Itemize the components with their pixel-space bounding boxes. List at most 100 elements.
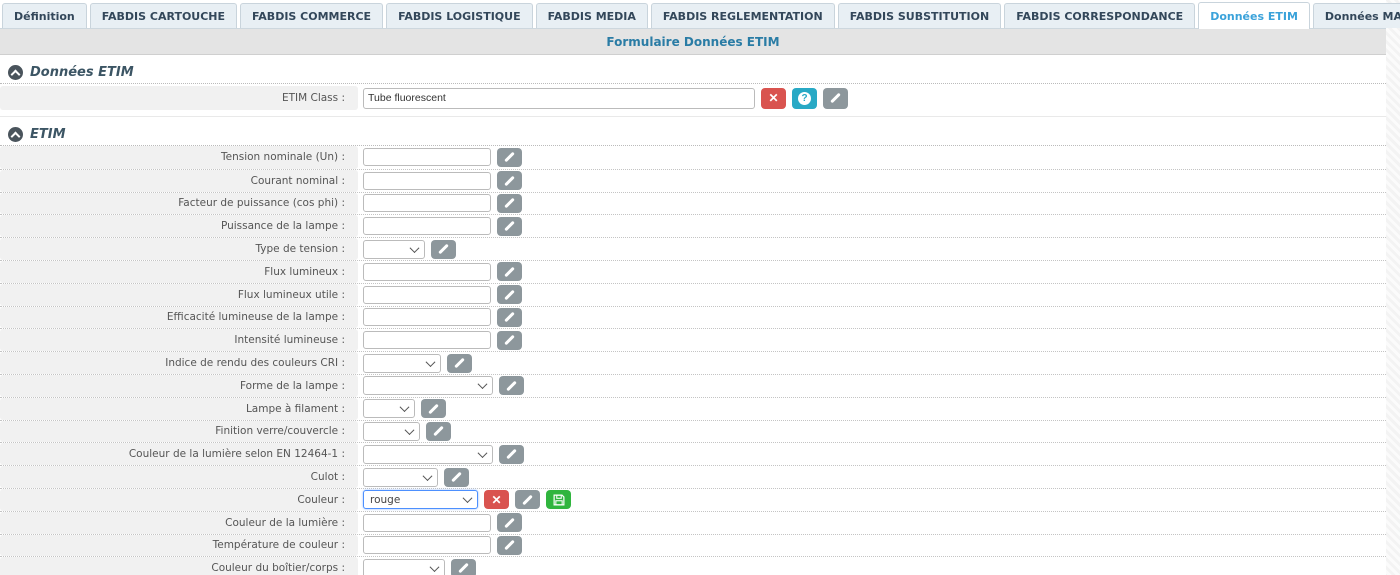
form-title-bar: Formulaire Données ETIM xyxy=(0,29,1386,55)
pencil-icon xyxy=(504,175,515,186)
field-label: Efficacité lumineuse de la lampe : xyxy=(0,306,358,329)
section-header-donnees-etim: Données ETIM xyxy=(0,61,1386,84)
field-select[interactable] xyxy=(363,421,420,441)
tab-bar: Définition FABDIS CARTOUCHE FABDIS COMME… xyxy=(0,0,1400,29)
section-title: Données ETIM xyxy=(30,64,134,80)
chevron-down-icon xyxy=(409,242,420,253)
field-input[interactable] xyxy=(363,217,491,236)
chevron-down-icon xyxy=(429,561,440,572)
chevron-down-icon xyxy=(399,402,410,413)
form-row: Couleur de la lumière selon EN 12464-1 : xyxy=(0,442,1386,466)
pencil-icon xyxy=(522,494,533,506)
edit-button[interactable] xyxy=(515,490,540,510)
delete-button[interactable]: ✕ xyxy=(484,490,509,510)
field-input[interactable] xyxy=(363,262,491,281)
tab-fabdis-substitution[interactable]: FABDIS SUBSTITUTION xyxy=(837,3,1002,28)
chevron-down-icon xyxy=(422,470,433,481)
etim-fields: Tension nominale (Un) : Courant nominal … xyxy=(0,146,1386,575)
edit-button[interactable] xyxy=(497,262,522,282)
edit-button[interactable] xyxy=(497,285,522,305)
field-select[interactable] xyxy=(363,353,441,373)
pencil-icon xyxy=(504,517,515,528)
field-input[interactable] xyxy=(363,536,491,555)
field-select[interactable] xyxy=(363,376,493,396)
edit-button[interactable] xyxy=(497,307,522,327)
edit-button[interactable] xyxy=(431,239,456,259)
tab-fabdis-cartouche[interactable]: FABDIS CARTOUCHE xyxy=(89,3,238,28)
form-row: Couleur de la lumière : xyxy=(0,510,1386,534)
form-row: Finition verre/couvercle : xyxy=(0,419,1386,443)
edit-button[interactable] xyxy=(444,467,469,487)
x-icon: ✕ xyxy=(491,492,502,507)
etim-class-row: ETIM Class : ✕ ? xyxy=(0,84,1386,112)
tab-definition[interactable]: Définition xyxy=(2,3,87,28)
edit-button[interactable] xyxy=(497,147,522,167)
form-row: Forme de la lampe : xyxy=(0,373,1386,397)
edit-button[interactable] xyxy=(447,353,472,373)
tab-fabdis-media[interactable]: FABDIS MEDIA xyxy=(535,3,648,28)
collapse-chevron-up-icon[interactable] xyxy=(8,126,23,142)
couleur-select[interactable]: rouge xyxy=(363,490,478,510)
tab-donnees-manutan[interactable]: Données MANUTAN xyxy=(1312,3,1400,28)
etim-class-input[interactable] xyxy=(363,87,755,109)
field-select[interactable] xyxy=(363,444,493,464)
floppy-icon xyxy=(553,494,564,506)
edit-button[interactable] xyxy=(497,513,522,533)
pencil-icon xyxy=(504,334,515,346)
field-input[interactable] xyxy=(363,194,491,213)
field-select[interactable] xyxy=(363,239,425,259)
edit-button[interactable] xyxy=(421,399,446,419)
form-row: Efficacité lumineuse de la lampe : xyxy=(0,305,1386,329)
pencil-icon xyxy=(504,152,515,163)
pencil-icon xyxy=(438,243,449,255)
field-label: Couleur du boîtier/corps : xyxy=(0,557,358,575)
pencil-icon xyxy=(506,448,517,460)
edit-button[interactable] xyxy=(497,330,522,350)
tab-fabdis-commerce[interactable]: FABDIS COMMERCE xyxy=(240,3,384,28)
edit-button[interactable] xyxy=(426,421,451,441)
pencil-icon xyxy=(504,289,515,300)
edit-button[interactable] xyxy=(499,376,524,396)
field-input[interactable] xyxy=(363,513,491,532)
edit-button[interactable] xyxy=(499,444,524,464)
chevron-down-icon xyxy=(477,447,488,458)
field-select[interactable] xyxy=(363,467,438,487)
field-label: Finition verre/couvercle : xyxy=(0,420,358,443)
pencil-icon xyxy=(433,426,444,437)
field-input[interactable] xyxy=(363,308,491,327)
field-label: Couleur : xyxy=(0,488,358,511)
field-input[interactable] xyxy=(363,171,491,190)
edit-button[interactable] xyxy=(497,216,522,236)
field-label: Lampe à filament : xyxy=(0,397,358,420)
field-input[interactable] xyxy=(363,331,491,350)
edit-button[interactable] xyxy=(451,558,476,575)
pencil-icon xyxy=(504,198,515,209)
field-input[interactable] xyxy=(363,285,491,304)
field-label: Type de tension : xyxy=(0,238,358,260)
tab-fabdis-reglementation[interactable]: FABDIS REGLEMENTATION xyxy=(650,3,835,28)
edit-button[interactable] xyxy=(497,193,522,213)
field-input[interactable] xyxy=(363,148,491,167)
edit-button[interactable] xyxy=(497,171,522,191)
section-divider xyxy=(0,112,1386,117)
field-select[interactable] xyxy=(363,558,445,575)
tab-fabdis-logistique[interactable]: FABDIS LOGISTIQUE xyxy=(386,3,533,28)
field-label: Tension nominale (Un) : xyxy=(0,146,358,169)
form-row: Facteur de puissance (cos phi) : xyxy=(0,191,1386,215)
form-row: Puissance de la lampe : xyxy=(0,214,1386,238)
edit-button[interactable] xyxy=(497,535,522,555)
tab-donnees-etim[interactable]: Données ETIM xyxy=(1198,2,1310,29)
save-button[interactable] xyxy=(546,490,571,510)
field-label: Courant nominal : xyxy=(0,169,358,192)
field-select[interactable] xyxy=(363,399,415,419)
pencil-icon xyxy=(504,220,515,232)
delete-button[interactable]: ✕ xyxy=(761,87,786,109)
help-button[interactable]: ? xyxy=(792,87,817,109)
form-row: Température de couleur : xyxy=(0,533,1386,557)
tab-fabdis-correspondance[interactable]: FABDIS CORRESPONDANCE xyxy=(1004,3,1196,28)
edit-button[interactable] xyxy=(823,87,848,109)
form-row: Courant nominal : xyxy=(0,168,1386,192)
collapse-chevron-up-icon[interactable] xyxy=(8,64,23,80)
form-row: Tension nominale (Un) : xyxy=(0,146,1386,169)
x-icon: ✕ xyxy=(768,91,779,105)
